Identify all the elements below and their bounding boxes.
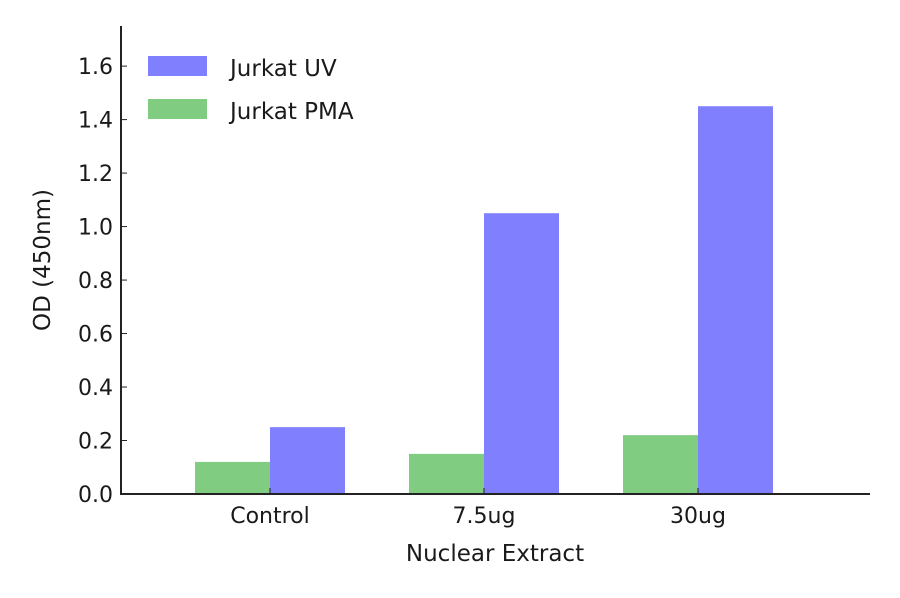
axes-group bbox=[120, 26, 870, 495]
x-axis-label: Nuclear Extract bbox=[406, 541, 584, 567]
bar-jurkat-pma-30ug bbox=[623, 435, 698, 494]
x-tick-label: 7.5ug bbox=[453, 504, 516, 529]
y-tick-label: 1.0 bbox=[78, 216, 113, 241]
y-tick-label: 0.4 bbox=[78, 376, 113, 401]
legend-swatch bbox=[148, 56, 207, 76]
x-axis-ticks: Control 7.5ug 30ug bbox=[230, 488, 726, 529]
legend-label: Jurkat PMA bbox=[228, 99, 354, 125]
y-tick-label: 0.6 bbox=[78, 323, 113, 348]
bar-jurkat-pma-7-5ug bbox=[409, 453, 484, 494]
y-axis-label: OD (450nm) bbox=[30, 189, 56, 331]
y-tick-label: 1.4 bbox=[78, 109, 113, 134]
y-tick-label: 1.6 bbox=[78, 55, 113, 80]
bar-jurkat-uv-control bbox=[270, 427, 345, 494]
bar-jurkat-uv-7-5ug bbox=[484, 213, 559, 494]
x-tick-label: Control bbox=[230, 504, 310, 529]
bar-jurkat-pma-control bbox=[195, 461, 270, 494]
legend-swatch bbox=[148, 99, 207, 119]
bar-jurkat-uv-30ug bbox=[698, 106, 773, 494]
y-tick-label: 1.2 bbox=[78, 162, 113, 187]
bars-group bbox=[195, 106, 773, 494]
y-axis-ticks: 0.0 0.2 0.4 0.6 0.8 1.0 1.2 1.4 1.6 bbox=[78, 55, 127, 508]
y-tick-label: 0.0 bbox=[78, 483, 113, 508]
legend: Jurkat UV Jurkat PMA bbox=[148, 56, 354, 125]
y-tick-label: 0.8 bbox=[78, 269, 113, 294]
legend-label: Jurkat UV bbox=[228, 56, 337, 82]
x-tick-label: 30ug bbox=[670, 504, 726, 529]
y-tick-label: 0.2 bbox=[78, 430, 113, 455]
